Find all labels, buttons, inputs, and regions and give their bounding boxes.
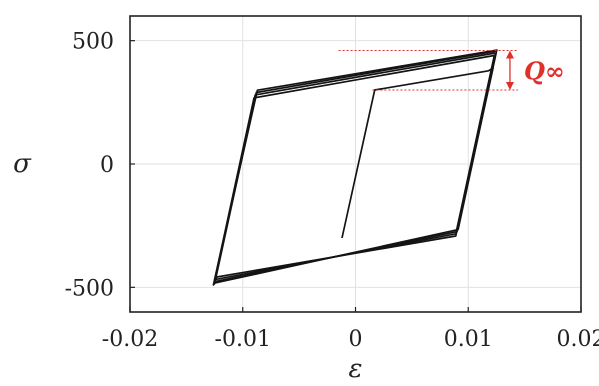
y-tick-label: 0 xyxy=(100,153,114,178)
x-tick-label: -0.02 xyxy=(102,327,158,352)
y-axis-label: σ xyxy=(13,149,32,179)
hysteresis-curve xyxy=(213,52,496,283)
x-tick-label: 0.02 xyxy=(557,327,599,352)
x-tick-label: 0.01 xyxy=(444,327,493,352)
hysteresis-curve xyxy=(213,54,495,281)
annotation-arrow-head-down xyxy=(505,82,514,90)
annotation-label: Q∞ xyxy=(524,56,565,85)
y-tick-label: 500 xyxy=(72,30,114,55)
x-tick-label: -0.01 xyxy=(215,327,271,352)
annotation-arrow-head-up xyxy=(505,50,514,59)
y-tick-label: -500 xyxy=(65,276,114,301)
x-tick-label: 0 xyxy=(349,327,363,352)
hysteresis-curve xyxy=(212,49,498,286)
x-axis-label: ε xyxy=(349,354,363,381)
